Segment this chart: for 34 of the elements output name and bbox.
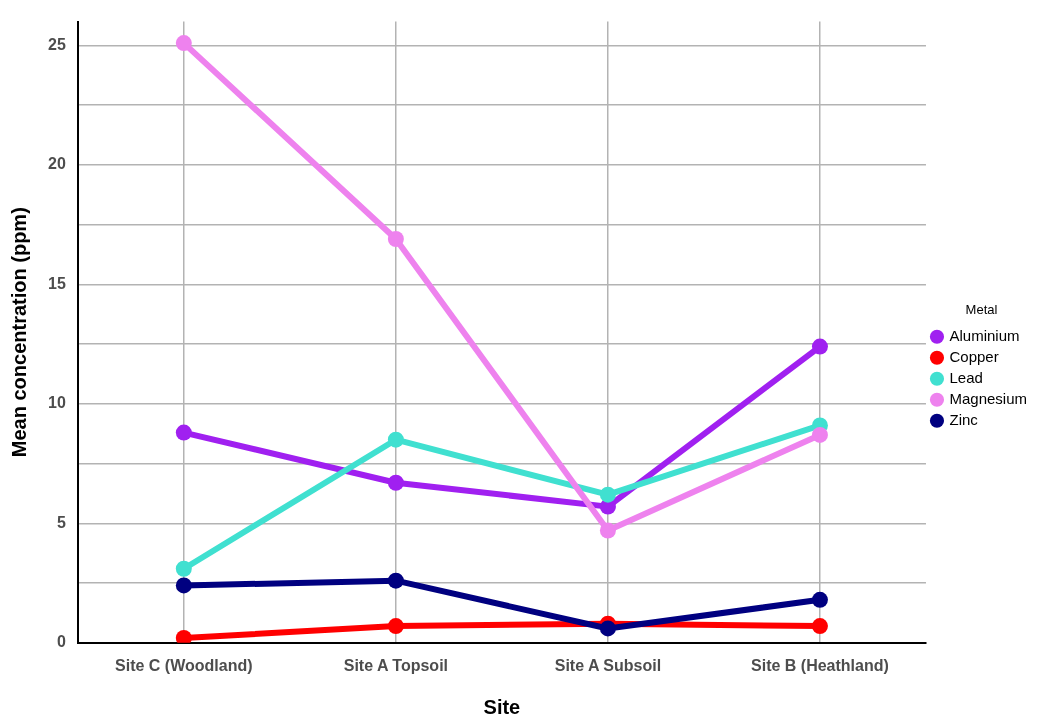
legend-label: Copper <box>949 347 999 365</box>
legend-label: Lead <box>949 368 983 386</box>
point <box>599 486 616 503</box>
y-tick-label: 5 <box>56 513 66 531</box>
point <box>387 231 404 248</box>
legend-label: Aluminium <box>949 326 1020 344</box>
legend-label: Magnesium <box>949 389 1028 407</box>
y-axis-title: Mean concentration (ppm) <box>7 207 30 458</box>
point <box>599 522 616 539</box>
y-tick-label: 20 <box>48 155 66 173</box>
point <box>175 424 192 441</box>
legend-label: Zinc <box>949 410 979 428</box>
point <box>387 431 404 448</box>
point <box>387 474 404 491</box>
point <box>811 426 828 443</box>
point <box>387 572 404 589</box>
x-tick-label: Site B (Heathland) <box>751 656 889 674</box>
point <box>811 618 828 635</box>
x-tick-label: Site C (Woodland) <box>115 656 253 674</box>
point <box>811 591 828 608</box>
point <box>387 618 404 635</box>
point <box>175 577 192 594</box>
point <box>811 338 828 355</box>
y-tick-label: 25 <box>48 35 66 53</box>
x-tick-label: Site A Subsoil <box>554 656 662 674</box>
y-tick-label: 10 <box>48 394 66 412</box>
legend-title: Metal <box>965 301 998 317</box>
x-tick-label: Site A Topsoil <box>343 656 449 674</box>
y-tick-label: 15 <box>48 274 66 292</box>
point <box>599 620 616 637</box>
x-axis-title: Site <box>483 695 521 718</box>
y-tick-label: 0 <box>56 633 66 651</box>
point <box>175 35 192 52</box>
point <box>175 560 192 577</box>
